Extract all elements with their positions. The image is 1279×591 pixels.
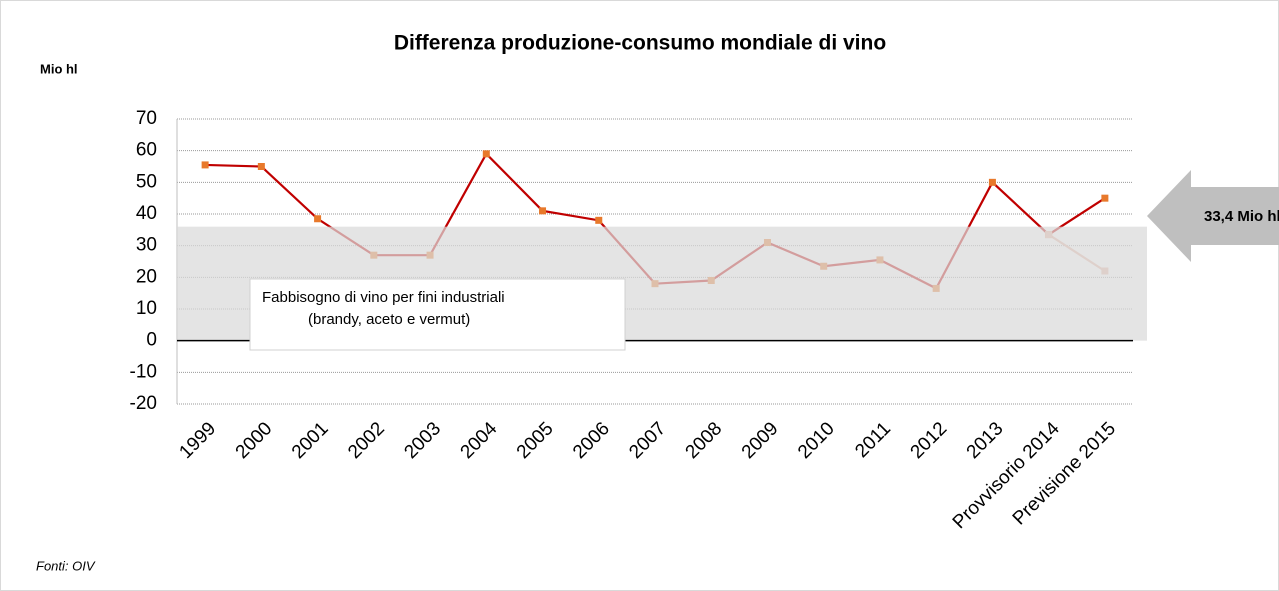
y-tick-label: -20 xyxy=(130,393,157,414)
y-tick-label: 10 xyxy=(136,298,157,319)
band-text: Fabbisogno di vino per fini industriali xyxy=(262,289,505,306)
y-axis-label: Mio hl xyxy=(40,61,78,76)
marker xyxy=(539,207,547,215)
chart-title: Differenza produzione-consumo mondiale d… xyxy=(394,32,886,55)
marker xyxy=(314,215,322,223)
band-text: (brandy, aceto e vermut) xyxy=(308,311,470,328)
arrow-text: 33,4 Mio hl xyxy=(1204,208,1279,225)
y-tick-label: 40 xyxy=(136,203,157,224)
y-tick-label: 50 xyxy=(136,171,157,192)
source: Fonti: OIV xyxy=(36,558,96,573)
y-tick-label: 60 xyxy=(136,140,157,161)
y-tick-label: 70 xyxy=(136,108,157,129)
marker xyxy=(595,216,603,224)
y-tick-label: 30 xyxy=(136,235,157,256)
marker xyxy=(1101,194,1109,202)
marker xyxy=(257,163,265,170)
y-tick-label: 0 xyxy=(146,330,157,351)
arrow xyxy=(1147,170,1279,262)
y-tick-label: 20 xyxy=(136,266,157,287)
marker xyxy=(482,150,490,158)
marker xyxy=(988,178,996,186)
marker xyxy=(201,161,209,169)
y-tick-label: -10 xyxy=(130,361,157,382)
band-box xyxy=(249,278,626,351)
